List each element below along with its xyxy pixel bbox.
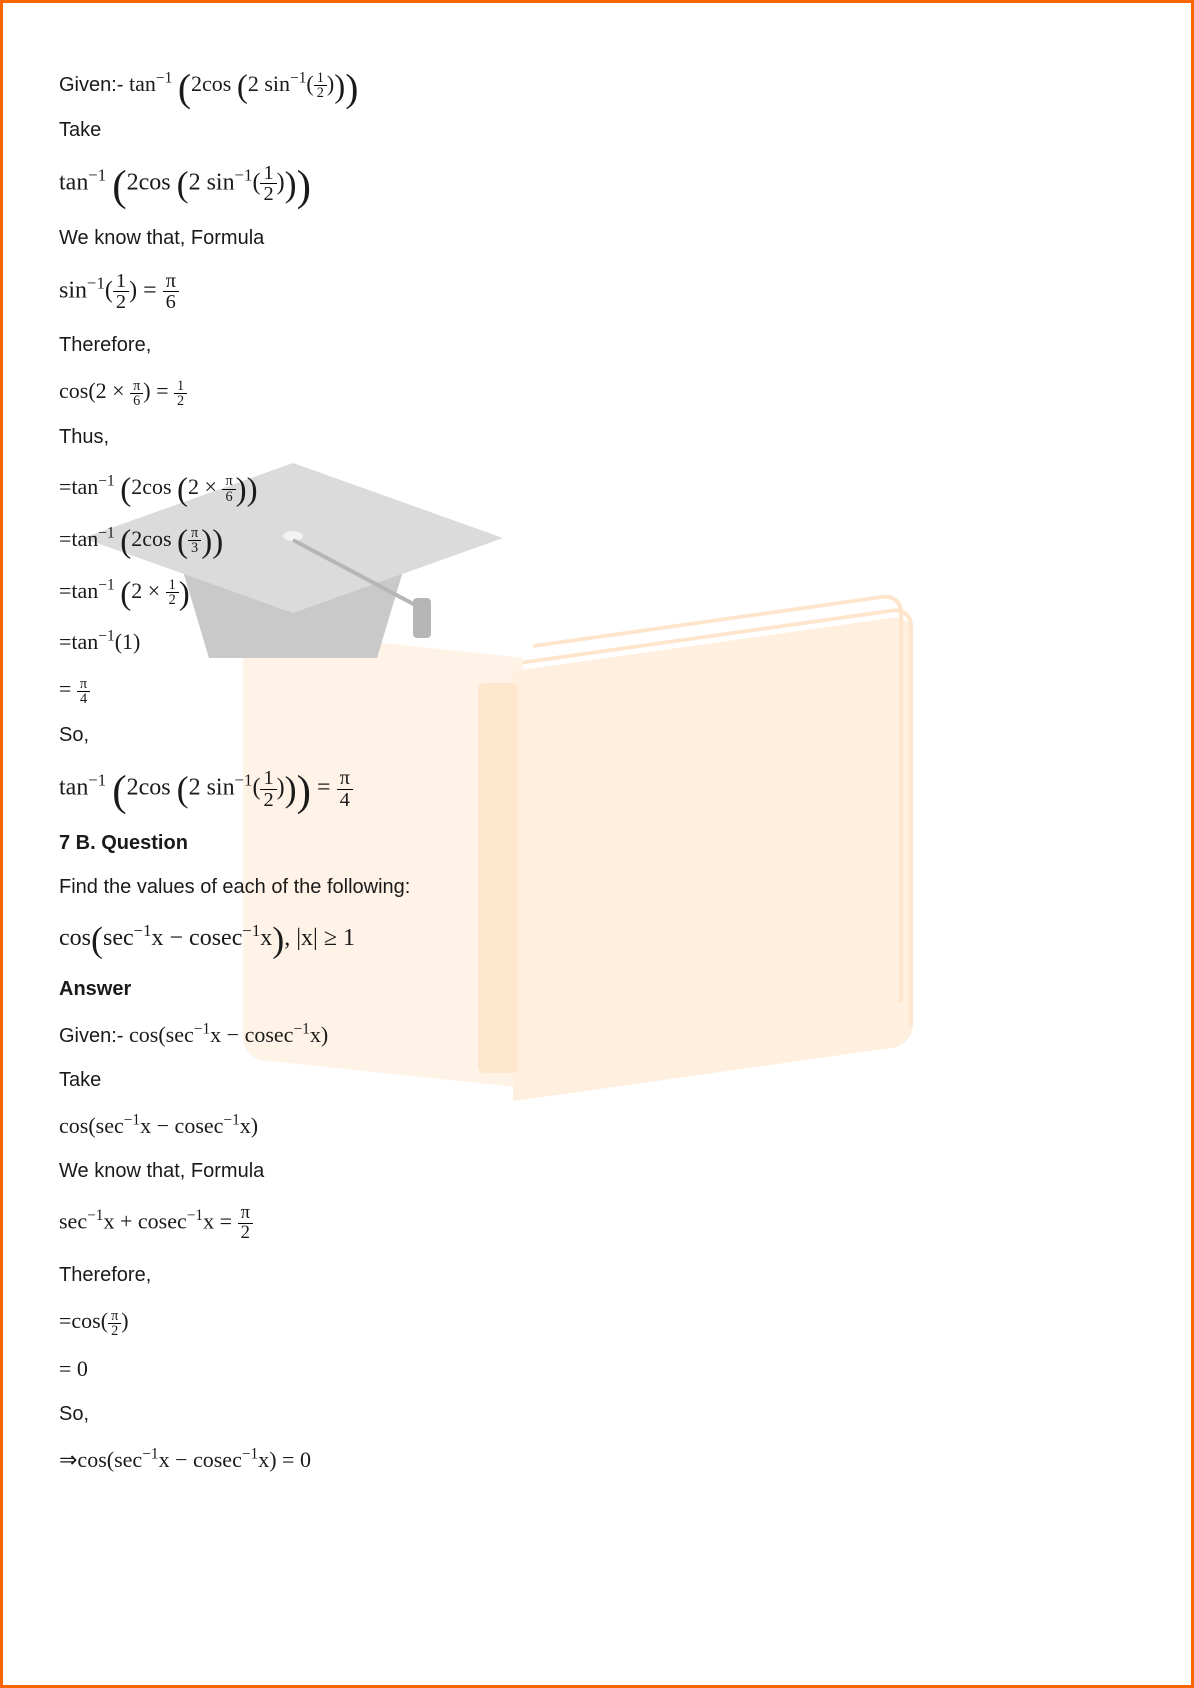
arcsin-half: sin−1(12) = π6 [59, 271, 1135, 313]
formula-label-2: We know that, Formula [59, 1156, 1135, 1186]
given-line-1: Given:- tan−1 (2cos (2 sin−1(12))) [59, 67, 1135, 101]
equals-zero: = 0 [59, 1352, 1135, 1385]
final-1: tan−1 (2cos (2 sin−1(12))) = π4 [59, 768, 1135, 810]
thus-label: Thus, [59, 422, 1135, 452]
step-2: =tan−1 (2cos (π3)) [59, 522, 1135, 556]
final-2: ⇒cos(sec−1x − cosec−1x) = 0 [59, 1443, 1135, 1476]
cos-2pi6: cos(2 × π6) = 12 [59, 374, 1135, 408]
therefore-label-2: Therefore, [59, 1260, 1135, 1290]
cos-pi2: =cos(π2) [59, 1304, 1135, 1338]
step-1: =tan−1 (2cos (2 × π6)) [59, 470, 1135, 504]
given-label: Given:- [59, 74, 129, 96]
answer-heading: Answer [59, 974, 1135, 1004]
so-label-2: So, [59, 1399, 1135, 1429]
page-content: Given:- tan−1 (2cos (2 sin−1(12))) Take … [3, 3, 1191, 1530]
step-3: =tan−1 (2 × 12) [59, 574, 1135, 608]
take-label-1: Take [59, 115, 1135, 145]
step-5: = π4 [59, 672, 1135, 706]
formula-label-1: We know that, Formula [59, 223, 1135, 253]
given-label-2: Given:- [59, 1025, 129, 1047]
take-expr-2: cos(sec−1x − cosec−1x) [59, 1109, 1135, 1142]
given-line-2: Given:- cos(sec−1x − cosec−1x) [59, 1018, 1135, 1051]
document-page: Given:- tan−1 (2cos (2 sin−1(12))) Take … [0, 0, 1194, 1688]
sec-cosec-formula: sec−1x + cosec−1x = π2 [59, 1204, 1135, 1242]
therefore-label-1: Therefore, [59, 330, 1135, 360]
question-7b-heading: 7 B. Question [59, 828, 1135, 858]
question-7b-expr: cos(sec−1x − cosec−1x), |x| ≥ 1 [59, 920, 1135, 956]
question-7b-prompt: Find the values of each of the following… [59, 872, 1135, 902]
given-expr-2: cos(sec−1x − cosec−1x) [129, 1022, 328, 1047]
step-4: =tan−1(1) [59, 625, 1135, 658]
take-label-2: Take [59, 1065, 1135, 1095]
take-expr-1: tan−1 (2cos (2 sin−1(12))) [59, 163, 1135, 205]
so-label-1: So, [59, 720, 1135, 750]
given-expr-1: tan−1 (2cos (2 sin−1(12))) [129, 71, 358, 96]
